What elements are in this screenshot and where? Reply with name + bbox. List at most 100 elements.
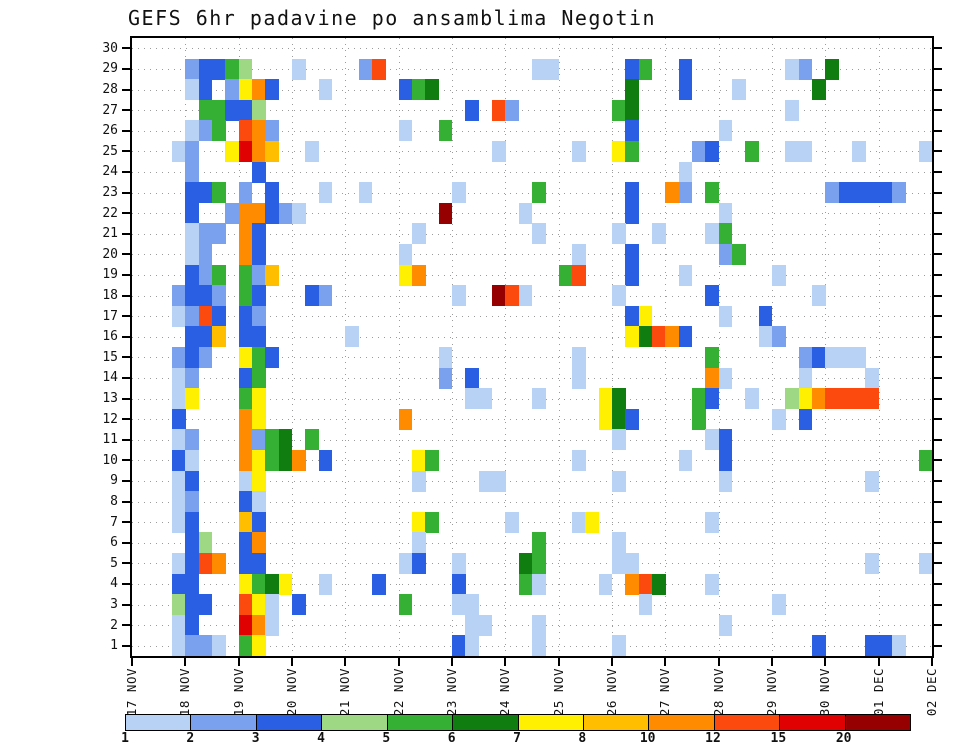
heat-cell (532, 388, 546, 410)
x-axis-date-label: 02 DEC (924, 668, 939, 717)
heat-cell (692, 408, 706, 430)
heat-cell (305, 429, 320, 451)
heat-cell (812, 79, 826, 101)
heat-cell (572, 141, 586, 163)
heat-cell (185, 573, 200, 595)
heat-cell (172, 470, 186, 492)
heat-cell (798, 367, 813, 389)
heat-cell (518, 553, 533, 575)
y-axis-label: 21 (102, 226, 118, 242)
heat-cell (838, 182, 853, 204)
y-tick-mark (934, 315, 942, 318)
heat-cell (265, 120, 280, 142)
heat-cell (172, 347, 186, 369)
heat-cell (465, 99, 480, 121)
y-axis-label: 28 (102, 82, 118, 97)
heat-cell (625, 120, 640, 142)
heat-cell (172, 594, 186, 616)
heat-cell (198, 244, 213, 266)
heat-cell (238, 202, 253, 224)
heat-cell (678, 58, 693, 80)
heat-cell (598, 408, 613, 430)
heat-cell (785, 141, 800, 163)
y-tick-mark (934, 500, 942, 503)
heat-cell (185, 58, 200, 80)
chart-title: GEFS 6hr padavine po ansamblima Negotin (128, 6, 657, 30)
y-tick-mark (122, 67, 130, 70)
heat-cell (172, 141, 186, 163)
gridline-horizontal (132, 522, 932, 524)
heat-cell (238, 58, 253, 80)
heat-cell (252, 408, 266, 430)
heat-cell (198, 594, 213, 616)
heat-cell (558, 264, 573, 286)
heat-cell (185, 429, 200, 451)
heat-cell (412, 264, 426, 286)
gridline-vertical (398, 38, 400, 656)
gridline-horizontal (132, 110, 932, 112)
heat-cell (465, 614, 480, 636)
heat-cell (772, 326, 786, 348)
heat-cell (172, 491, 186, 513)
heat-cell (465, 367, 480, 389)
heat-cell (278, 429, 293, 451)
y-tick-mark (122, 397, 130, 400)
y-tick-mark (934, 191, 942, 194)
heat-cell (798, 408, 813, 430)
y-tick-mark (122, 500, 130, 503)
heat-cell (358, 58, 373, 80)
y-axis-label: 20 (102, 246, 118, 262)
heat-cell (478, 470, 493, 492)
colorbar-segment (191, 715, 257, 730)
heat-cell (172, 450, 186, 472)
heat-cell (265, 202, 280, 224)
heat-cell (625, 553, 640, 575)
heat-cell (625, 326, 640, 348)
heat-cell (825, 58, 840, 80)
gridline-vertical (558, 38, 560, 656)
heat-cell (625, 182, 640, 204)
y-axis-label: 19 (102, 267, 118, 283)
heat-cell (198, 532, 213, 554)
heat-cell (185, 388, 200, 410)
heat-cell (252, 635, 266, 657)
heat-cell (532, 58, 546, 80)
y-tick-mark (122, 315, 130, 318)
colorbar-label: 5 (382, 731, 391, 742)
heat-cell (745, 388, 760, 410)
heat-cell (492, 99, 506, 121)
heat-cell (185, 285, 200, 307)
heat-cell (798, 388, 813, 410)
x-axis-date-label: 27 NOV (657, 668, 673, 717)
heat-cell (505, 99, 520, 121)
heat-cell (652, 326, 666, 348)
y-tick-mark (934, 397, 942, 400)
heat-cell (638, 573, 653, 595)
heat-cell (825, 388, 840, 410)
heat-cell (518, 202, 533, 224)
heat-cell (212, 58, 226, 80)
y-tick-mark (934, 170, 942, 173)
heat-cell (198, 326, 213, 348)
gridline-horizontal (132, 501, 932, 503)
heat-cell (785, 58, 800, 80)
heat-cell (732, 244, 746, 266)
y-axis-label: 7 (110, 514, 118, 530)
heat-cell (185, 450, 200, 472)
heat-cell (572, 450, 586, 472)
heat-cell (185, 202, 200, 224)
heat-cell (532, 532, 546, 554)
x-tick-mark (824, 658, 827, 666)
heat-cell (492, 470, 506, 492)
heat-cell (398, 553, 413, 575)
x-axis-date-label: 19 NOV (230, 668, 246, 717)
y-axis-label: 5 (110, 555, 118, 571)
y-tick-mark (122, 212, 130, 215)
x-axis-date-label: 24 NOV (497, 668, 513, 717)
y-tick-mark (122, 521, 130, 524)
heat-cell (625, 408, 640, 430)
heat-cell (612, 223, 626, 245)
heat-cell (252, 326, 266, 348)
y-tick-mark (122, 47, 130, 50)
x-tick-mark (664, 658, 667, 666)
